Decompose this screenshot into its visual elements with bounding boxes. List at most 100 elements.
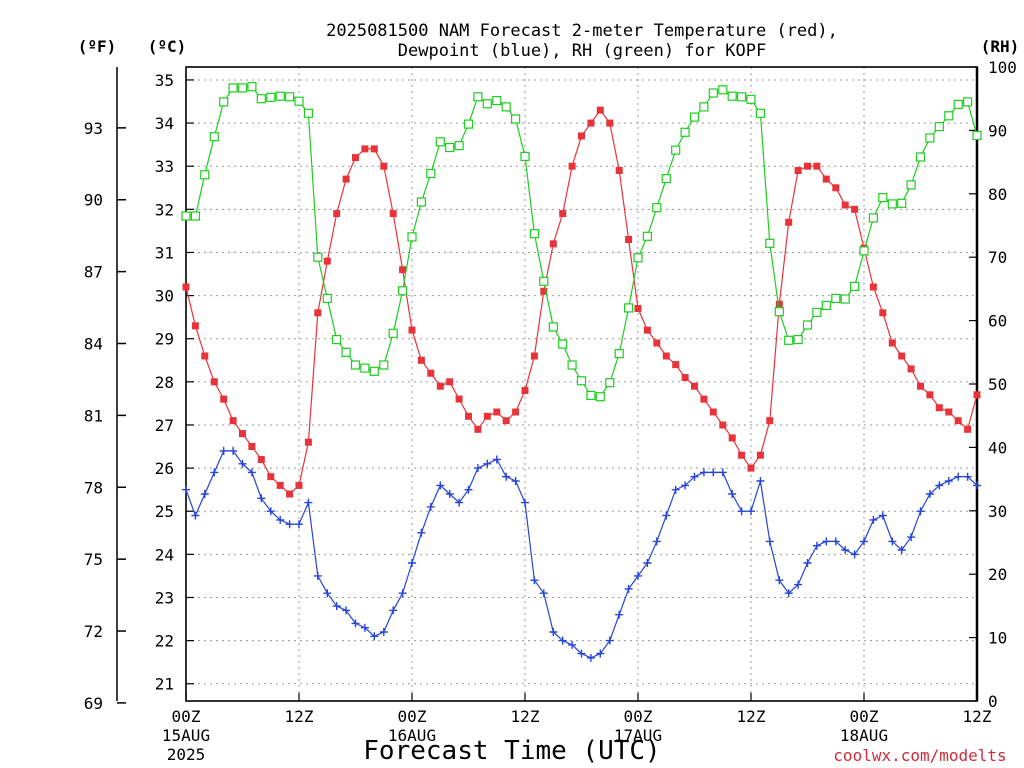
x-tick-label: 00Z bbox=[624, 707, 653, 726]
x-tick-label: 00Z bbox=[398, 707, 427, 726]
dewpoint-point bbox=[897, 546, 906, 554]
temperature-point bbox=[813, 162, 821, 170]
celsius-tick-label: 27 bbox=[155, 416, 174, 435]
temperature-point bbox=[756, 451, 764, 459]
dewpoint-point bbox=[295, 520, 303, 529]
dewpoint-point bbox=[436, 481, 445, 490]
temperature-point bbox=[493, 408, 501, 416]
dewpoint-point bbox=[718, 468, 727, 477]
temperature-point bbox=[653, 339, 661, 347]
dewpoint-point bbox=[511, 477, 520, 485]
dewpoint-point bbox=[530, 576, 539, 585]
dewpoint-point bbox=[699, 468, 708, 477]
rh-point bbox=[209, 132, 219, 142]
rh-point bbox=[558, 339, 568, 349]
x-tick-label: 16AUG bbox=[388, 726, 436, 745]
rh-tick-label: 40 bbox=[988, 438, 1007, 457]
temperature-point bbox=[248, 443, 256, 450]
rh-tick-label: 30 bbox=[988, 502, 1007, 521]
temperature-point bbox=[229, 417, 237, 425]
rh-point bbox=[256, 94, 266, 104]
temperature-point bbox=[954, 417, 962, 425]
celsius-unit-label: (ºC) bbox=[148, 37, 187, 56]
temperature-point bbox=[521, 387, 529, 394]
rh-point bbox=[623, 303, 634, 313]
dewpoint-point bbox=[417, 528, 426, 537]
fahrenheit-unit-label: (ºF) bbox=[78, 37, 117, 56]
temperature-point bbox=[568, 162, 576, 170]
dewpoint-point bbox=[935, 481, 944, 490]
temperature-point bbox=[465, 412, 472, 420]
dewpoint-point bbox=[925, 490, 934, 498]
rh-point bbox=[802, 320, 813, 330]
dewpoint-point bbox=[973, 481, 981, 490]
rh-point bbox=[548, 322, 558, 332]
temperature-point bbox=[323, 257, 331, 265]
temperature-point bbox=[549, 240, 557, 248]
rh-point bbox=[689, 112, 700, 122]
rh-point bbox=[520, 151, 530, 161]
temperature-point bbox=[399, 266, 407, 274]
temperature-point bbox=[898, 352, 906, 360]
rh-point bbox=[614, 349, 624, 359]
rh-tick-label: 50 bbox=[988, 375, 1007, 394]
temperature-point bbox=[634, 305, 642, 312]
rh-point bbox=[350, 360, 361, 370]
dewpoint-point bbox=[671, 485, 680, 494]
celsius-tick-label: 29 bbox=[155, 330, 174, 349]
x-axis-title: Forecast Time (UTC) bbox=[363, 736, 660, 766]
temperature-point bbox=[380, 162, 388, 170]
temperature-point bbox=[502, 417, 510, 425]
rh-point bbox=[341, 347, 351, 357]
fahrenheit-tick-label: 84 bbox=[84, 335, 103, 354]
temperature-point bbox=[596, 106, 604, 114]
temperature-point bbox=[483, 412, 491, 420]
dewpoint-point bbox=[662, 511, 671, 520]
rh-point bbox=[285, 92, 295, 102]
dewpoint-point bbox=[944, 477, 953, 485]
dewpoint-point bbox=[210, 468, 219, 477]
dewpoint-point bbox=[332, 602, 341, 611]
dewpoint-point bbox=[652, 537, 661, 546]
temperature-point bbox=[361, 145, 369, 153]
temperature-point bbox=[417, 356, 425, 364]
temperature-point bbox=[700, 395, 708, 403]
dewpoint-point bbox=[568, 640, 577, 649]
rh-tick-label: 80 bbox=[988, 185, 1007, 204]
temperature-point bbox=[973, 391, 981, 399]
rh-point bbox=[934, 121, 944, 132]
rh-point bbox=[699, 102, 709, 112]
dewpoint-point bbox=[756, 477, 765, 485]
temperature-point bbox=[474, 425, 482, 433]
temperature-point bbox=[935, 404, 943, 412]
dewpoint-point bbox=[681, 481, 690, 490]
dewpoint-point bbox=[360, 623, 369, 632]
rh-point bbox=[962, 97, 973, 107]
fahrenheit-tick-label: 93 bbox=[84, 119, 103, 138]
dewpoint-point bbox=[351, 619, 360, 628]
temperature-point bbox=[267, 473, 275, 481]
rh-point bbox=[200, 170, 210, 180]
rh-point bbox=[897, 198, 907, 208]
dewpoint-point bbox=[445, 490, 454, 498]
temperature-point bbox=[851, 205, 859, 213]
credit-text: coolwx.com/modelts bbox=[833, 746, 1006, 765]
temperature-point bbox=[709, 408, 717, 416]
temperature-point bbox=[314, 309, 322, 317]
rh-point bbox=[181, 211, 191, 221]
rh-point bbox=[303, 108, 313, 118]
dewpoint-point bbox=[888, 537, 897, 546]
dewpoint-point bbox=[954, 472, 963, 481]
temperature-point bbox=[766, 417, 774, 425]
dewpoint-point bbox=[276, 515, 285, 524]
dewpoint-point bbox=[455, 498, 464, 507]
temperature-point bbox=[578, 132, 585, 140]
rh-point bbox=[473, 92, 483, 102]
rh-point bbox=[416, 197, 426, 207]
rh-tick-label: 0 bbox=[988, 692, 998, 711]
rh-point bbox=[190, 211, 200, 221]
rh-point bbox=[708, 88, 718, 98]
rh-point bbox=[831, 293, 841, 303]
dewpoint-point bbox=[747, 507, 755, 516]
temperature-point bbox=[295, 481, 303, 489]
